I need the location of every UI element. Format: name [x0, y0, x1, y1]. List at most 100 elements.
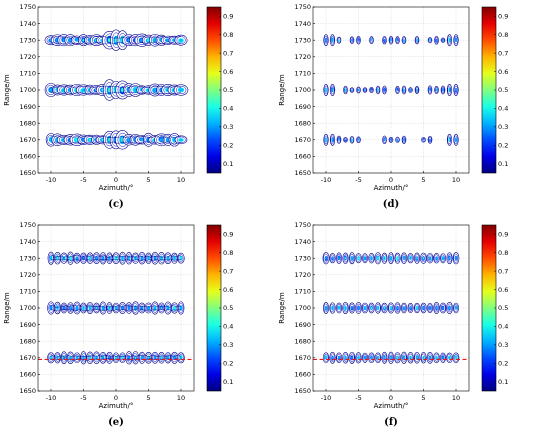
y-tick-label: 1700: [294, 86, 311, 94]
contour-blob: [342, 252, 349, 264]
contour-blob: [86, 351, 94, 364]
contour-strand: [50, 305, 182, 311]
colorbar-tick-label: 0.6: [498, 286, 508, 294]
contour-blob: [355, 352, 362, 364]
contour-blob: [446, 133, 453, 146]
contour-blob: [92, 252, 101, 264]
y-tick-label: 1650: [19, 387, 36, 395]
contour-blob: [322, 252, 330, 265]
contour-blob: [138, 252, 146, 265]
contour-blob: [99, 252, 107, 265]
x-tick-label: 5: [421, 176, 425, 184]
contour-blob: [400, 252, 408, 264]
contour-blob: [413, 352, 421, 364]
contour-blob: [164, 252, 172, 265]
contour-blob: [67, 251, 74, 265]
colorbar-tick-label: 0.2: [223, 360, 233, 368]
colorbar-tick-label: 0.4: [223, 323, 233, 331]
contour-strand: [50, 35, 182, 45]
contour-blob: [369, 36, 374, 45]
contour-blob: [144, 352, 153, 364]
contour-blob: [329, 253, 336, 264]
contour-blob: [382, 85, 387, 95]
colorbar: [481, 6, 497, 174]
y-tick-label: 1690: [19, 103, 36, 111]
contour-blob: [355, 302, 362, 314]
contour-blob: [53, 251, 62, 265]
contour-blob: [433, 352, 440, 364]
contour-blob: [131, 252, 140, 264]
contour-blob: [66, 302, 75, 314]
contour-blob: [323, 84, 329, 96]
contour-blob: [426, 351, 434, 364]
contour-blob: [413, 302, 421, 314]
y-tick-label: 1740: [19, 238, 36, 246]
contour-blob: [322, 352, 330, 364]
y-tick-label: 1740: [294, 238, 311, 246]
colorbar-tick-label: 0.7: [223, 267, 233, 275]
contour-blob: [54, 301, 61, 315]
contour-blob: [427, 37, 433, 44]
contour-blob: [170, 302, 179, 314]
contour-blob: [80, 302, 87, 314]
x-axis-label: Azimuth/°: [99, 184, 134, 192]
contour-blob: [395, 36, 400, 45]
x-tick-label: 10: [452, 176, 460, 184]
panel-label: (e): [108, 417, 124, 428]
contour-blob: [145, 252, 152, 264]
contour-blob: [92, 351, 101, 365]
contour-blob: [368, 253, 375, 264]
y-tick-label: 1720: [294, 271, 311, 279]
contour-blob: [362, 352, 368, 363]
contour-blob: [452, 252, 460, 265]
contour-blob: [394, 252, 401, 264]
colorbar-tick-label: 0.8: [498, 31, 508, 39]
contour-blob: [79, 252, 88, 264]
contour-blob: [329, 133, 336, 146]
colorbar-tick-label: 0.3: [223, 123, 233, 131]
x-tick-label: 0: [389, 176, 393, 184]
y-tick-label: 1710: [19, 70, 36, 78]
y-tick-label: 1680: [19, 337, 36, 345]
colorbar-tick-label: 0.5: [223, 304, 233, 312]
chart-4: -10 -5 0 5 10 1650 1660 1670 1680 1690 1700 1710 172…: [278, 221, 508, 428]
contour-blob: [375, 85, 381, 95]
contour-blob: [400, 351, 408, 364]
contour-blob: [343, 85, 348, 95]
contour-blob: [151, 251, 159, 265]
y-tick-label: 1670: [294, 354, 311, 362]
y-tick-label: 1660: [19, 153, 36, 161]
y-tick-label: 1730: [19, 36, 36, 44]
contour-blob: [401, 85, 407, 95]
contour-blob: [453, 84, 459, 96]
colorbar: [206, 6, 222, 174]
y-tick-label: 1710: [294, 288, 311, 296]
x-axis-label: Azimuth/°: [374, 184, 409, 192]
contour-blob: [105, 351, 114, 364]
y-tick-label: 1700: [294, 304, 311, 312]
y-tick-label: 1700: [19, 304, 36, 312]
y-tick-label: 1650: [294, 169, 311, 177]
contour-blob: [174, 135, 188, 145]
contour-blob: [86, 301, 94, 315]
y-tick-label: 1680: [294, 337, 311, 345]
contour-blob: [394, 302, 401, 314]
contour-blob: [368, 352, 375, 364]
contour-blob: [440, 253, 446, 264]
x-axis-label: Azimuth/°: [99, 402, 134, 410]
colorbar-tick-label: 0.1: [498, 160, 508, 168]
y-tick-label: 1730: [294, 36, 311, 44]
x-tick-label: 5: [146, 394, 150, 402]
contour-blob: [420, 352, 427, 364]
contour-blob: [66, 351, 75, 364]
contour-blob: [329, 351, 336, 364]
colorbar-tick-label: 0.9: [223, 12, 233, 20]
contour-blob: [408, 87, 413, 93]
contour-blob: [374, 252, 382, 265]
contour-blob: [164, 301, 172, 315]
contour-blob: [343, 137, 348, 143]
contour-blob: [446, 84, 453, 96]
contour-blob: [433, 252, 440, 264]
y-tick-label: 1670: [19, 354, 36, 362]
colorbar-tick-label: 0.1: [223, 160, 233, 168]
